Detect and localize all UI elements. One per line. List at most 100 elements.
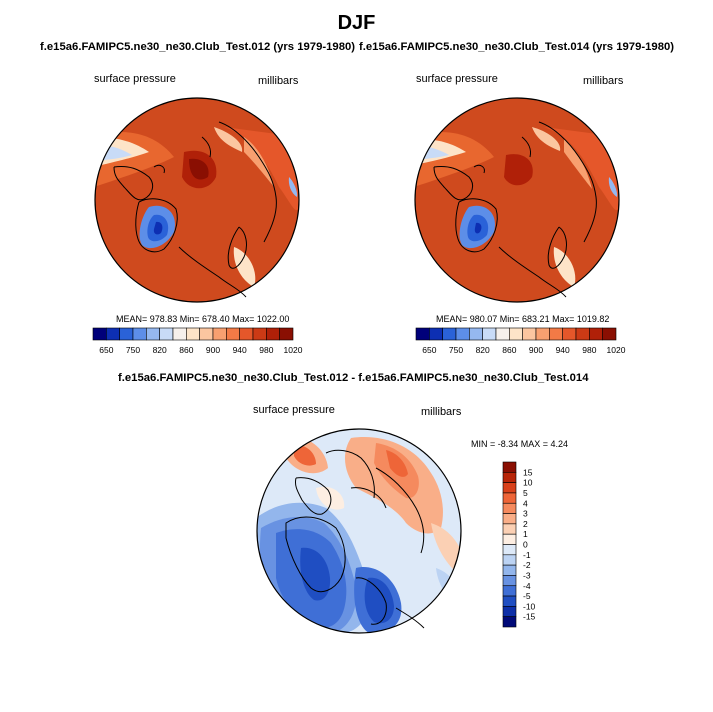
panel2-stats: MEAN= 980.07 Min= 683.21 Max= 1019.82 xyxy=(436,314,610,324)
panel2-polar-map xyxy=(414,97,620,303)
panel3-colorbar-tick-label: -2 xyxy=(523,560,531,570)
panel2-colorbar-tick-label: 900 xyxy=(529,345,543,355)
panel1-colorbar-swatch xyxy=(159,327,174,341)
panel1-field-label: surface pressure xyxy=(94,73,176,85)
panel3-colorbar-tick-label: 5 xyxy=(523,488,528,498)
panel1-colorbar-tick-label: 650 xyxy=(99,345,113,355)
panel3-colorbar-tick-label: -15 xyxy=(523,612,536,622)
panel1-stats: MEAN= 978.83 Min= 678.40 Max= 1022.00 xyxy=(116,314,290,324)
panel1-colorbar-tick-label: 980 xyxy=(259,345,273,355)
panel2-coastlines xyxy=(433,121,597,298)
panel1-colorbar-tick-label: 900 xyxy=(206,345,220,355)
panel3-colorbar-swatch xyxy=(502,606,517,617)
panel1-colorbar-swatch xyxy=(92,327,107,341)
panel3-colorbar-swatch xyxy=(502,595,517,607)
panel1-colorbar: 650 750 820 860 900 940 980 1020 xyxy=(92,327,303,355)
panel1-colorbar-swatch xyxy=(172,327,187,341)
panel3-map-border xyxy=(256,428,462,634)
panel3-colorbar-swatch xyxy=(502,533,517,545)
panel2-colorbar-tick-label: 750 xyxy=(449,345,463,355)
panel3-colorbar-tick-label: 15 xyxy=(523,467,533,477)
panel2-colorbar-swatch xyxy=(469,327,483,341)
panel2-colorbar-swatch xyxy=(442,327,457,341)
panel2-colorbar-tick-label: 980 xyxy=(582,345,596,355)
panel2-colorbar-swatch xyxy=(589,327,603,341)
panel2-colorbar-swatch xyxy=(522,327,537,341)
panel3-colorbar-tick-label: -5 xyxy=(523,591,531,601)
panel3-colorbar-swatch xyxy=(502,472,517,483)
panel2-colorbar: 650 750 820 860 900 940 980 1020 xyxy=(415,327,626,355)
panel3-coastlines xyxy=(285,449,425,629)
panel3-colorbar-tick-label: 4 xyxy=(523,498,528,508)
panel1-coastlines xyxy=(113,121,277,298)
panel3-colorbar-swatch xyxy=(502,502,517,514)
panel2-header: f.e15a6.FAMIPC5.ne30_ne30.Club_Test.014 … xyxy=(359,41,675,53)
panel3-colorbar-tick-label: 3 xyxy=(523,509,528,519)
panel3-colorbar-swatch xyxy=(502,482,517,494)
panel1-colorbar-swatch xyxy=(239,327,254,341)
panel3-colorbar-tick-label: -1 xyxy=(523,550,531,560)
panel1-colorbar-swatch xyxy=(106,327,120,341)
panel2-field-label: surface pressure xyxy=(416,73,498,85)
panel3-colorbar-tick-label: -10 xyxy=(523,601,536,611)
panel1-colorbar-tick-label: 940 xyxy=(233,345,247,355)
panel3-colorbar-swatch xyxy=(502,544,517,556)
panel3-stats: MIN = -8.34 MAX = 4.24 xyxy=(471,439,569,449)
panel2-colorbar-swatch xyxy=(429,327,443,341)
panel1-colorbar-swatch xyxy=(212,327,227,341)
panel3-colorbar-tick-label: 10 xyxy=(523,478,533,488)
panel2-colorbar-swatch xyxy=(575,327,590,341)
panel3-polar-map xyxy=(256,428,462,634)
panel2-colorbar-swatch xyxy=(602,327,617,341)
panel3-colorbar-tick-label: 1 xyxy=(523,529,528,539)
panel2-colorbar-swatch xyxy=(535,327,550,341)
panel2-colorbar-swatch xyxy=(455,327,470,341)
panel1-colorbar-tick-label: 750 xyxy=(126,345,140,355)
panel1-colorbar-swatch xyxy=(119,327,134,341)
panel3-colorbar-tick-label: 0 xyxy=(523,540,528,550)
panel1-colorbar-swatch xyxy=(146,327,160,341)
panel3-colorbar-swatch xyxy=(502,564,517,576)
panel2-colorbar-swatch xyxy=(495,327,510,341)
panel1-colorbar-swatch xyxy=(199,327,214,341)
panel3-field-label: surface pressure xyxy=(253,404,335,416)
panel1-colorbar-swatch xyxy=(279,327,294,341)
panel3-colorbar-tick-label: 2 xyxy=(523,519,528,529)
panel2-base-field xyxy=(415,98,619,302)
panel1-colorbar-swatch xyxy=(266,327,280,341)
panel1-units-label: millibars xyxy=(258,75,299,87)
panel1-colorbar-tick-label: 820 xyxy=(153,345,167,355)
panel3-colorbar-swatch xyxy=(502,523,517,535)
panel3-units-label: millibars xyxy=(421,406,462,418)
panel3-colorbar-swatch xyxy=(502,461,517,473)
panel2-colorbar-tick-label: 1020 xyxy=(607,345,626,355)
panel2-colorbar-swatch xyxy=(562,327,577,341)
panel1-polar-map xyxy=(94,97,300,303)
panel1-colorbar-tick-label: 860 xyxy=(179,345,193,355)
panel3-colorbar-swatch xyxy=(502,492,517,504)
panel3-colorbar-swatch xyxy=(502,575,517,587)
panel3-colorbar-tick-label: -4 xyxy=(523,581,531,591)
panel3-colorbar-swatch xyxy=(502,554,517,566)
panel3-header: f.e15a6.FAMIPC5.ne30_ne30.Club_Test.012 … xyxy=(118,372,589,384)
panel1-base-field xyxy=(95,98,299,302)
panel2-colorbar-tick-label: 940 xyxy=(556,345,570,355)
panel3-colorbar-swatch xyxy=(502,616,517,628)
panel1-colorbar-swatch xyxy=(186,327,200,341)
panel2-units-label: millibars xyxy=(583,75,624,87)
panel2-colorbar-swatch xyxy=(415,327,430,341)
panel2-colorbar-swatch xyxy=(549,327,563,341)
figure-title: DJF xyxy=(337,12,376,34)
panel2-map-border xyxy=(414,97,620,303)
panel1-colorbar-swatch xyxy=(226,327,240,341)
panel2-colorbar-swatch xyxy=(482,327,497,341)
panel2-colorbar-tick-label: 860 xyxy=(502,345,516,355)
panel1-colorbar-swatch xyxy=(132,327,147,341)
panel1-colorbar-tick-label: 1020 xyxy=(284,345,303,355)
panel3-colorbar-tick-label: -3 xyxy=(523,570,531,580)
panel3-colorbar-swatch xyxy=(502,513,517,525)
panel1-colorbar-swatch xyxy=(252,327,267,341)
panel3-colorbar-swatch xyxy=(502,585,517,597)
panel1-header: f.e15a6.FAMIPC5.ne30_ne30.Club_Test.012 … xyxy=(40,41,356,53)
